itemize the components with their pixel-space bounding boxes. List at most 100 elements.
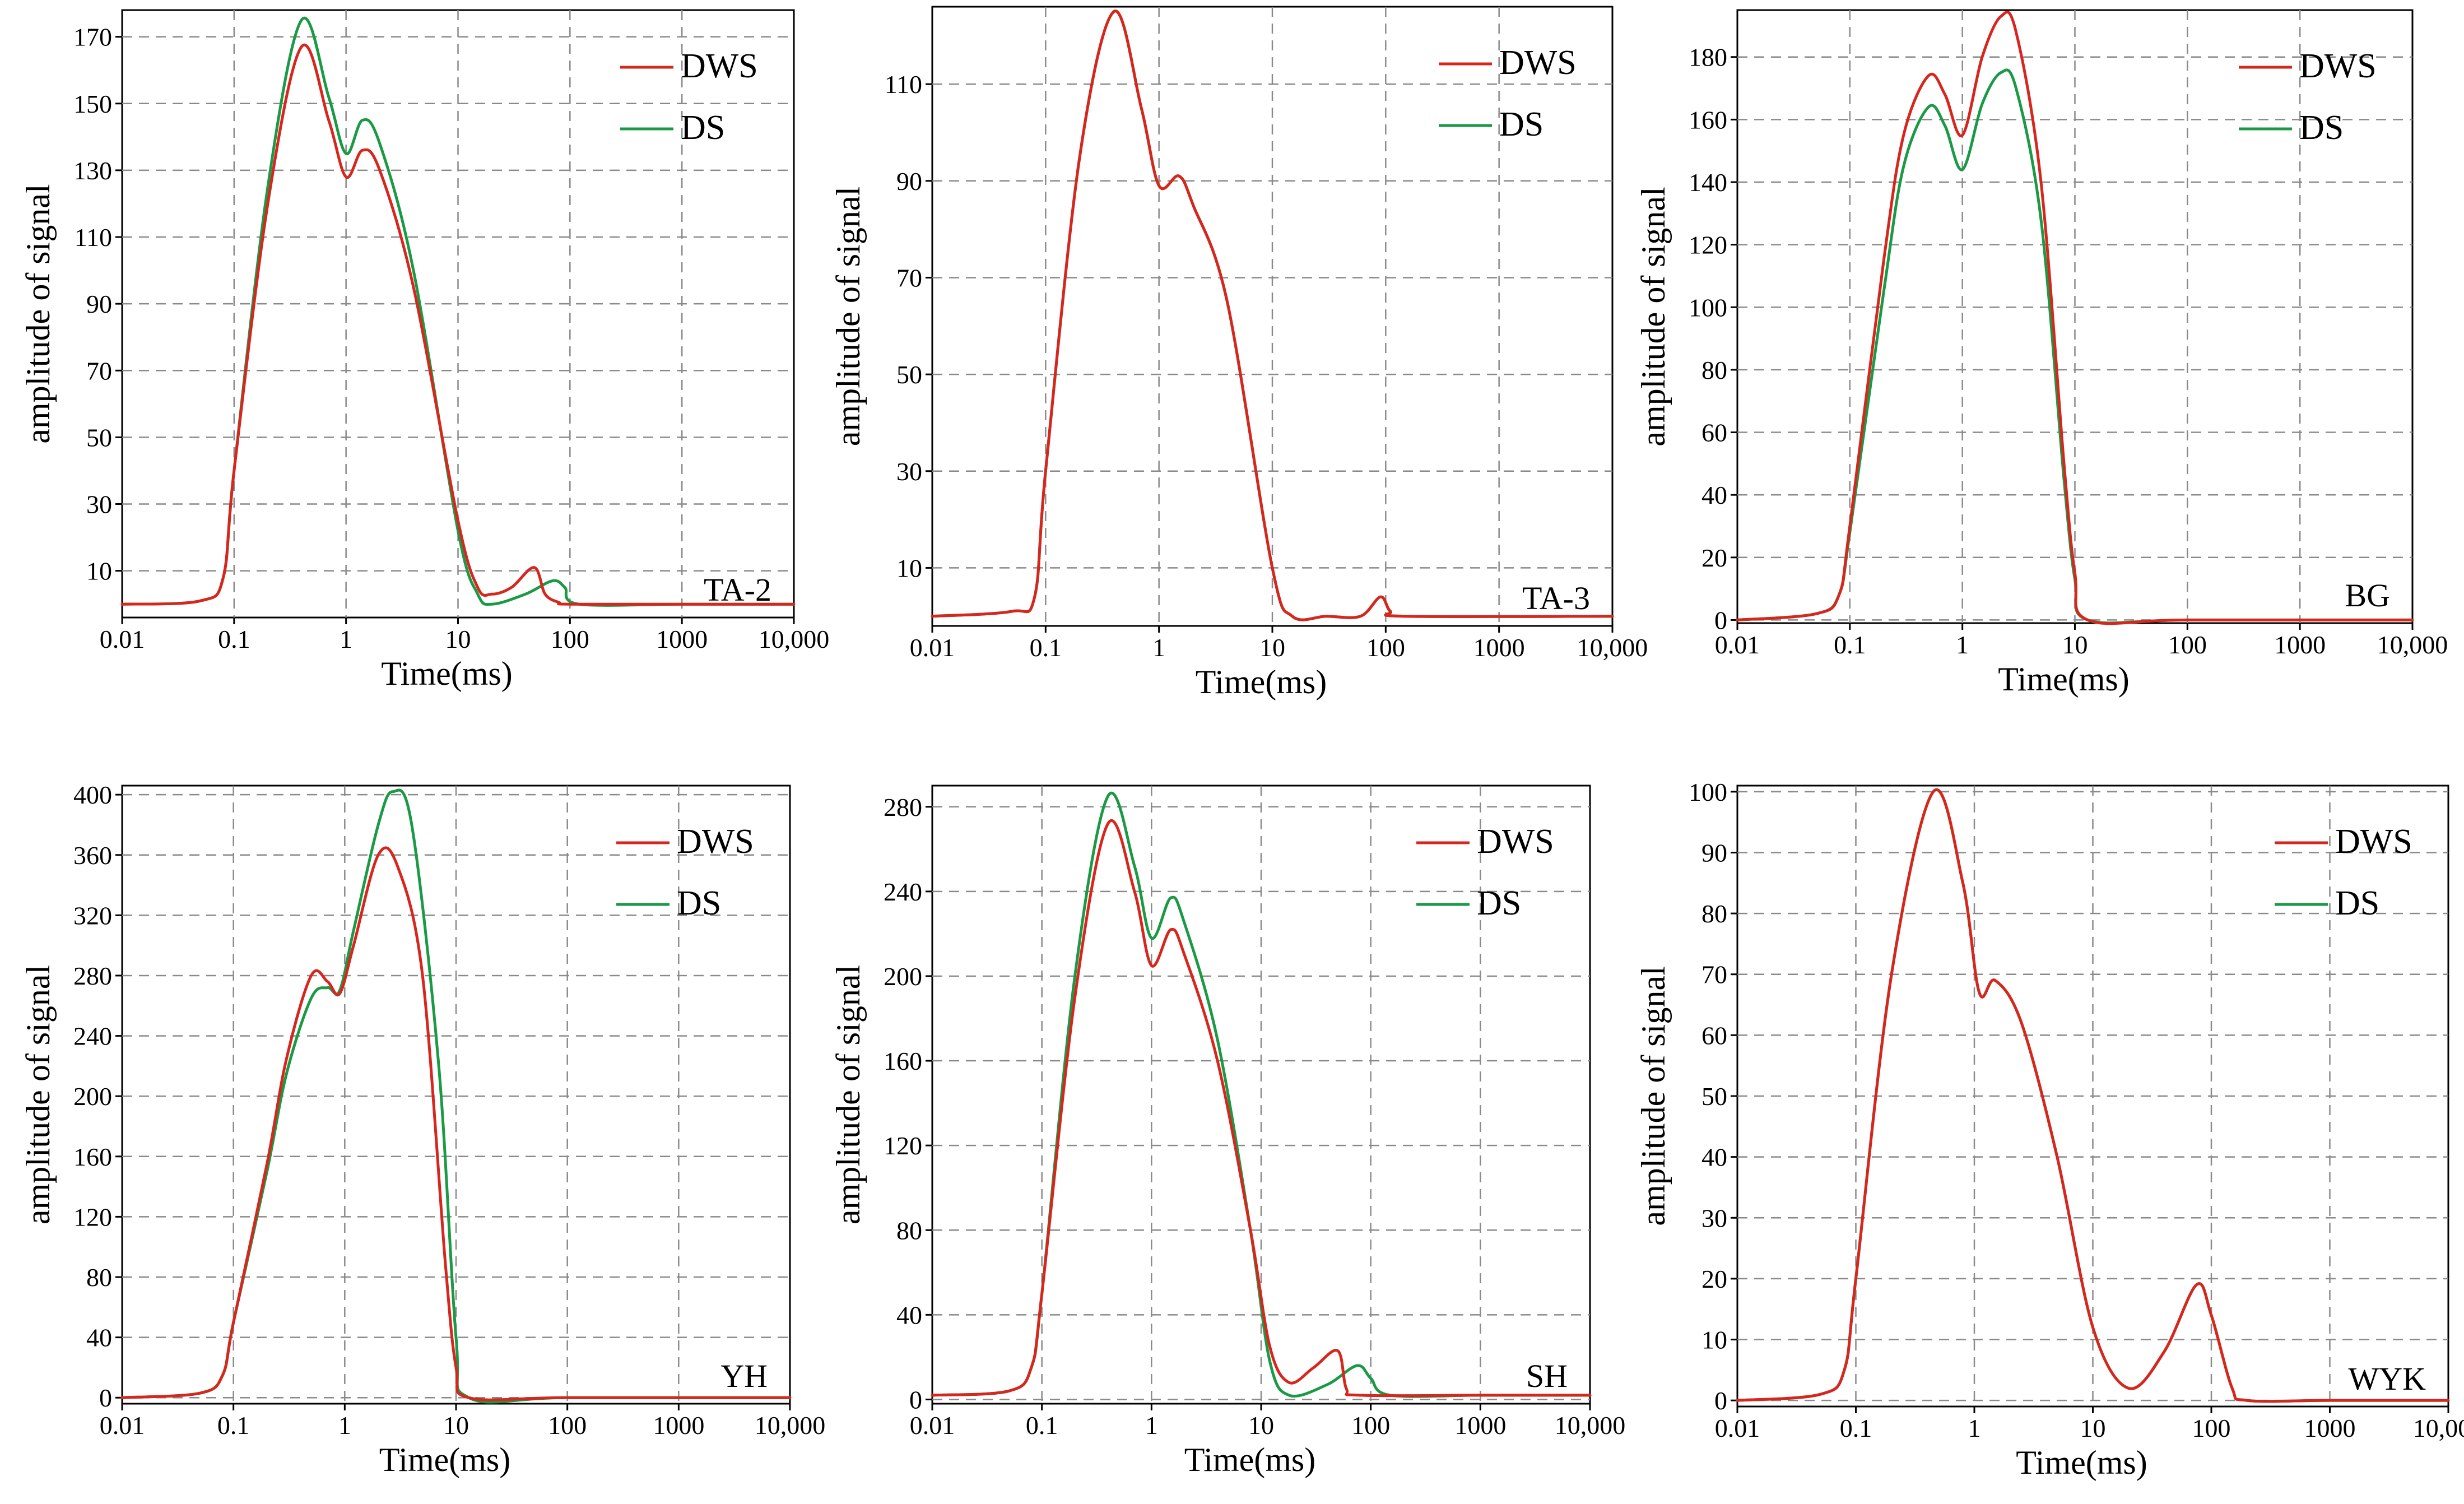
- y-axis-label: amplitude of signal: [830, 965, 867, 1224]
- y-axis-label: amplitude of signal: [20, 184, 57, 443]
- y-tick-label: 30: [1701, 1204, 1727, 1232]
- x-tick-label: 100: [2168, 630, 2207, 659]
- x-tick-label: 1000: [2304, 1414, 2356, 1442]
- x-tick-label: 100: [548, 1411, 587, 1440]
- y-tick-label: 400: [73, 781, 112, 809]
- legend-label-dws: DWS: [1477, 823, 1554, 861]
- y-tick-label: 100: [1689, 293, 1727, 322]
- x-tick-label: 0.01: [910, 1411, 955, 1440]
- x-tick-label: 0.1: [1030, 633, 1062, 662]
- panel-label: SH: [1526, 1358, 1568, 1394]
- y-tick-label: 180: [1689, 43, 1727, 72]
- legend-label-ds: DS: [2335, 884, 2379, 922]
- x-tick-label: 1000: [653, 1411, 704, 1440]
- x-tick-label: 1: [338, 1411, 351, 1440]
- y-tick-label: 30: [86, 490, 112, 518]
- y-tick-label: 200: [884, 962, 922, 991]
- y-tick-label: 0: [1714, 1386, 1727, 1415]
- series-line-dws: [1736, 788, 2450, 1403]
- y-tick-label: 40: [1701, 1143, 1727, 1172]
- x-tick-label: 0.01: [1715, 1414, 1760, 1442]
- x-axis-label: Time(ms): [379, 1441, 511, 1478]
- y-tick-label: 280: [884, 793, 922, 821]
- y-tick-label: 110: [885, 70, 922, 99]
- chart-panel-wyk: 0.01 0.1 1 10 100 1000 10,000 0 10 20 30 40 50 60 70 80…: [1635, 778, 2464, 1481]
- x-tick-label: 0.01: [100, 625, 145, 653]
- panel-label: WYK: [2348, 1361, 2426, 1397]
- y-axis-label: amplitude of signal: [1635, 187, 1672, 446]
- y-tick-label: 280: [73, 962, 112, 990]
- x-tick-label: 10: [1259, 633, 1285, 662]
- x-tick-label: 10,000: [2413, 1414, 2464, 1442]
- y-tick-label: 110: [75, 223, 112, 252]
- y-tick-label: 80: [1701, 899, 1727, 928]
- series-line-dws: [931, 10, 1614, 621]
- y-tick-label: 50: [86, 423, 112, 452]
- y-tick-label: 170: [73, 23, 112, 52]
- x-axis-label: Time(ms): [2016, 1444, 2147, 1481]
- y-axis-label: amplitude of signal: [830, 187, 867, 446]
- x-tick-label: 1: [1145, 1411, 1158, 1440]
- legend-label-dws: DWS: [2299, 47, 2377, 85]
- y-tick-label: 130: [73, 156, 112, 185]
- x-tick-label: 1: [340, 625, 352, 653]
- x-axis-label: Time(ms): [1998, 661, 2130, 698]
- legend-label-ds: DS: [677, 884, 721, 922]
- y-axis-label: amplitude of signal: [1635, 966, 1672, 1226]
- x-axis-label: Time(ms): [381, 655, 513, 692]
- y-tick-label: 90: [86, 290, 112, 318]
- y-tick-label: 120: [73, 1203, 112, 1231]
- x-tick-label: 0.01: [910, 633, 955, 662]
- x-tick-label: 1: [1152, 633, 1165, 662]
- chart-panel-sh: 0.01 0.1 1 10 100 1000 10,000 0 40 80 120 160 200 240…: [830, 785, 1625, 1478]
- x-tick-label: 100: [1366, 633, 1405, 662]
- x-tick-label: 1: [1968, 1414, 1981, 1442]
- y-tick-label: 90: [896, 167, 922, 196]
- x-tick-label: 0.1: [218, 625, 250, 653]
- y-tick-label: 20: [1701, 1265, 1727, 1293]
- y-tick-label: 120: [1689, 231, 1727, 259]
- x-tick-label: 0.01: [100, 1411, 145, 1440]
- x-tick-label: 10,000: [1577, 633, 1648, 662]
- panel-label: TA-3: [1522, 580, 1590, 616]
- y-tick-label: 0: [99, 1384, 112, 1412]
- y-tick-label: 10: [896, 554, 922, 582]
- y-tick-label: 80: [1701, 356, 1727, 384]
- series-line-dws: [931, 819, 1592, 1398]
- series-line-dws: [120, 43, 796, 606]
- legend-label-ds: DS: [681, 109, 725, 147]
- x-tick-label: 100: [2192, 1414, 2231, 1442]
- x-tick-label: 10,000: [2377, 630, 2448, 659]
- chart-panel-ta-2: 0.01 0.1 1 10 100 1000 10,00010305070901101301…: [20, 9, 830, 692]
- x-tick-label: 1000: [1473, 633, 1525, 662]
- y-tick-label: 60: [1701, 1021, 1727, 1050]
- y-tick-label: 10: [1701, 1326, 1727, 1354]
- y-tick-label: 0: [1714, 606, 1727, 634]
- y-tick-label: 10: [86, 557, 112, 586]
- y-tick-label: 160: [1689, 105, 1727, 134]
- x-tick-label: 10,000: [759, 625, 830, 653]
- legend-label-ds: DS: [1499, 105, 1544, 143]
- y-tick-label: 100: [1689, 778, 1727, 806]
- panel-label: YH: [720, 1358, 768, 1394]
- x-tick-label: 0.01: [1715, 630, 1760, 659]
- y-tick-label: 70: [896, 263, 922, 292]
- x-tick-label: 100: [1351, 1411, 1390, 1440]
- y-axis-label: amplitude of signal: [20, 965, 57, 1224]
- x-axis-label: Time(ms): [1196, 663, 1327, 700]
- x-tick-label: 10: [2080, 1414, 2106, 1442]
- y-tick-label: 160: [73, 1143, 112, 1171]
- legend-label-ds: DS: [1477, 884, 1521, 922]
- y-tick-label: 30: [896, 457, 922, 486]
- x-tick-label: 0.1: [1834, 630, 1866, 659]
- x-tick-label: 1000: [656, 625, 708, 653]
- x-tick-label: 1: [1956, 630, 1969, 659]
- x-tick-label: 0.1: [1026, 1411, 1058, 1440]
- legend-label-dws: DWS: [2335, 823, 2412, 861]
- x-tick-label: 10: [2062, 630, 2088, 659]
- panel-label: BG: [2345, 577, 2390, 614]
- y-tick-label: 60: [1701, 419, 1727, 447]
- legend-label-ds: DS: [2299, 109, 2344, 147]
- legend-label-dws: DWS: [1499, 44, 1577, 82]
- y-tick-label: 360: [73, 841, 112, 870]
